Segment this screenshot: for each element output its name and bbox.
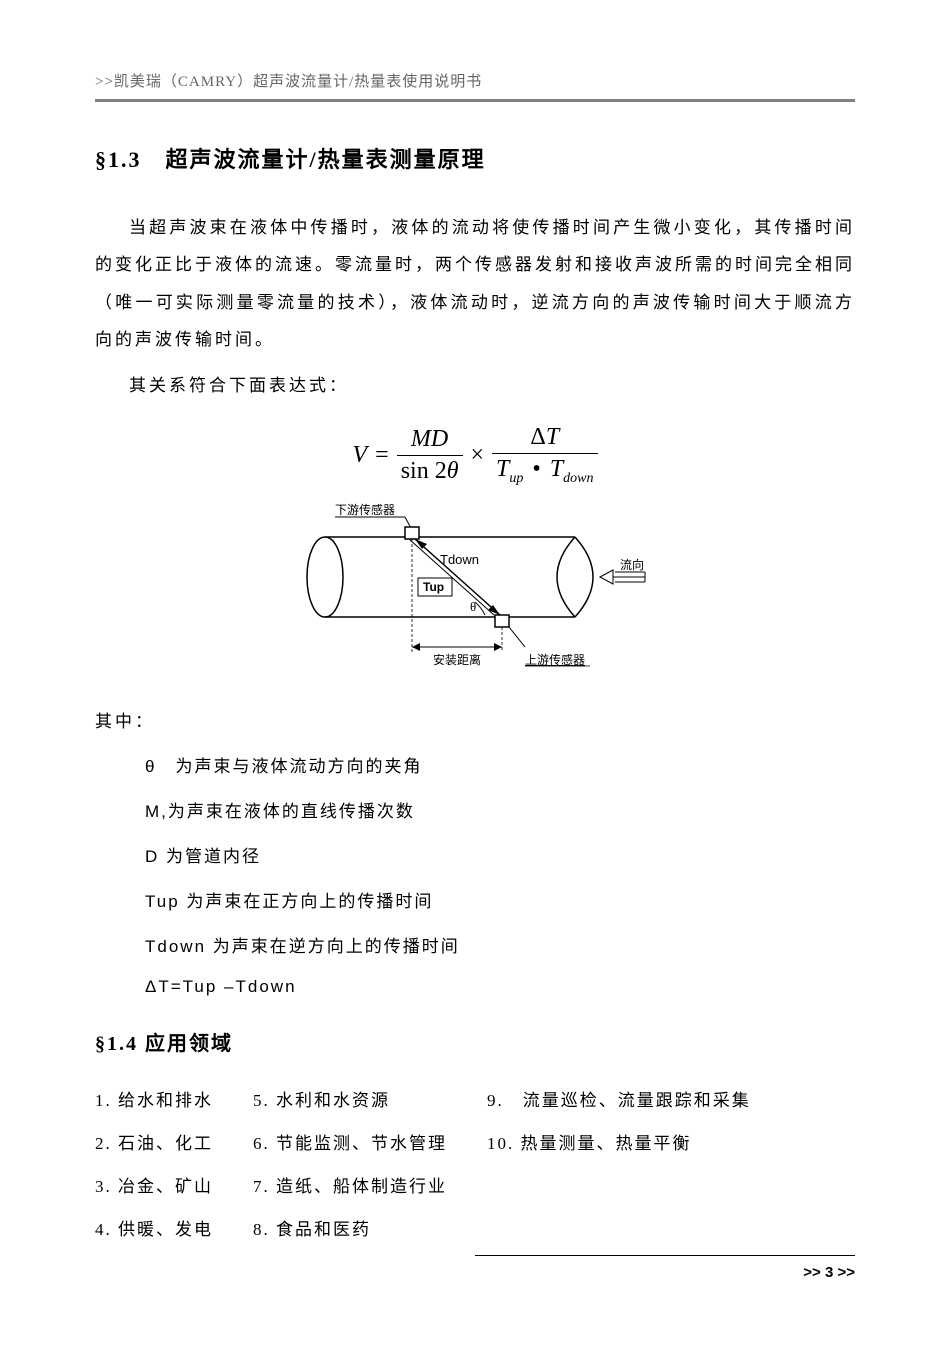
- section-1-3-title: §1.3 超声波流量计/热量表测量原理: [95, 142, 855, 174]
- page-number: >> 3 >>: [95, 1264, 855, 1281]
- section-1-4-title: §1.4 应用领域: [95, 1027, 855, 1056]
- app-item: 8. 食品和医药: [253, 1215, 447, 1240]
- app-item: 9. 流量巡检、流量跟踪和采集: [487, 1086, 751, 1111]
- where-label: 其中：: [95, 707, 855, 732]
- applications-list: 1. 给水和排水 2. 石油、化工 3. 冶金、矿山 4. 供暖、发电 5. 水…: [95, 1086, 855, 1240]
- svg-text:Tup: Tup: [423, 580, 444, 594]
- svg-text:上游传感器: 上游传感器: [525, 652, 585, 667]
- def-item: Tup 为声束在正方向上的传播时间: [145, 887, 855, 912]
- app-item: 6. 节能监测、节水管理: [253, 1129, 447, 1154]
- def-item: Tdown 为声束在逆方向上的传播时间: [145, 932, 855, 957]
- header-divider: [95, 99, 855, 102]
- svg-text:安装距离: 安装距离: [433, 652, 481, 667]
- app-item: 2. 石油、化工: [95, 1129, 213, 1154]
- app-item: 10. 热量测量、热量平衡: [487, 1129, 751, 1154]
- para-2: 其关系符合下面表达式：: [95, 367, 855, 404]
- definitions-list: θ 为声束与液体流动方向的夹角 M,为声束在液体的直线传播次数 D 为管道内径 …: [145, 752, 855, 997]
- flow-diagram: 下游传感器 Tdown Tup: [95, 502, 855, 677]
- def-item: D 为管道内径: [145, 842, 855, 867]
- footer-divider: [475, 1255, 855, 1256]
- svg-text:Tdown: Tdown: [440, 552, 479, 567]
- def-item: ΔT=Tup –Tdown: [145, 977, 855, 997]
- app-item: 7. 造纸、船体制造行业: [253, 1172, 447, 1197]
- app-item: 3. 冶金、矿山: [95, 1172, 213, 1197]
- diagram-label-downstream: 下游传感器: [335, 502, 395, 517]
- app-item: 4. 供暖、发电: [95, 1215, 213, 1240]
- def-item: θ 为声束与液体流动方向的夹角: [145, 752, 855, 777]
- header-breadcrumb: >>凯美瑞（CAMRY）超声波流量计/热量表使用说明书: [95, 70, 855, 91]
- svg-text:流向: 流向: [620, 557, 644, 572]
- app-item: 1. 给水和排水: [95, 1086, 213, 1111]
- def-item: M,为声束在液体的直线传播次数: [145, 797, 855, 822]
- app-item: 5. 水利和水资源: [253, 1086, 447, 1111]
- formula: V = MD sin 2θ × ΔT Tup • Tdown: [95, 424, 855, 487]
- para-1: 当超声波束在液体中传播时，液体的流动将使传播时间产生微小变化，其传播时间的变化正…: [95, 209, 855, 359]
- footer: >> 3 >>: [95, 1255, 855, 1281]
- svg-text:θ: θ: [470, 599, 476, 614]
